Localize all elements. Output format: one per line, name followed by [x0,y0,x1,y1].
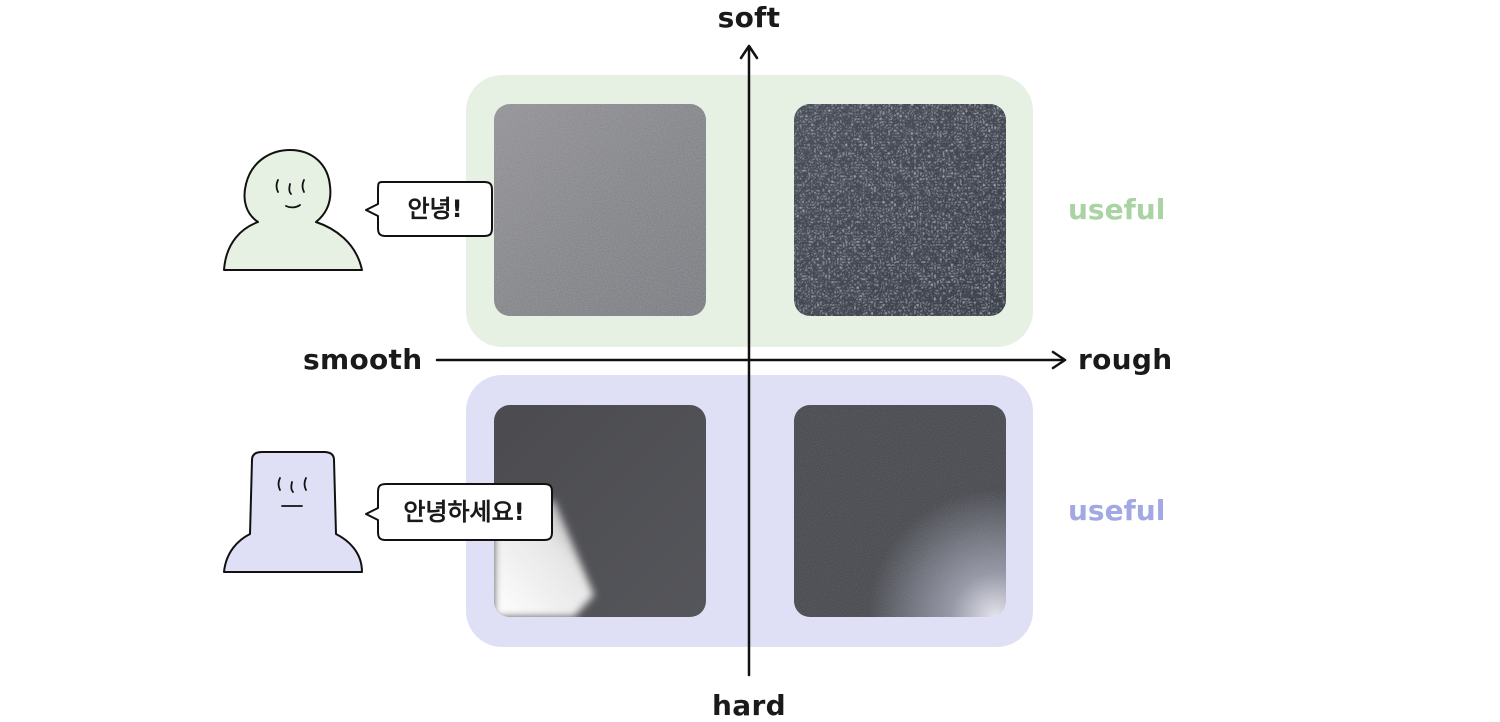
useful-label-soft: useful [1068,193,1166,226]
axis-label-smooth: smooth [303,343,423,376]
hard-rough-surface-image [794,405,1006,617]
round-character-icon [218,144,368,274]
speech-text-bottom: 안녕하세요! [403,498,525,526]
square-character-icon [218,446,368,576]
speech-text-top: 안녕! [407,195,463,223]
right-arrow-icon [1051,350,1067,370]
soft-smooth-fabric-image [494,104,706,316]
speech-bubble-bottom: 안녕하세요! [362,478,554,546]
speech-bubble-top: 안녕! [362,176,496,242]
soft-rough-fabric-image [794,104,1006,316]
axis-label-soft: soft [717,1,781,34]
axis-label-hard: hard [712,689,786,722]
useful-label-hard: useful [1068,494,1166,527]
axis-label-rough: rough [1078,343,1173,376]
up-arrow-icon [739,44,759,60]
